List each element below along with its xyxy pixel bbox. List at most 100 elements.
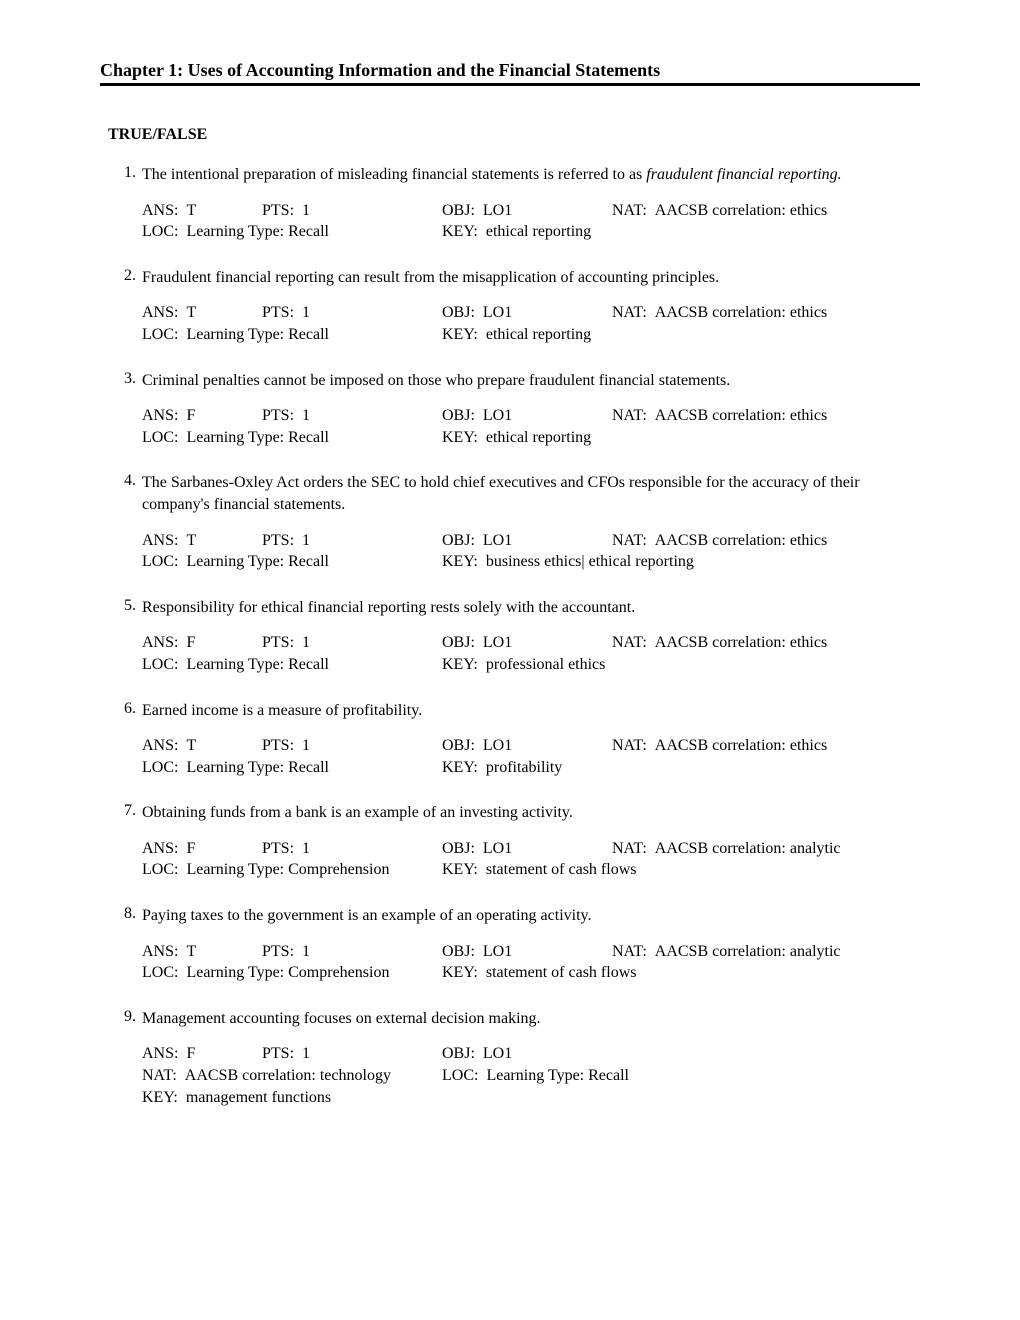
meta-label: ANS: — [142, 302, 186, 324]
question-meta: ANS: TPTS: 1OBJ: LO1NAT: AACSB correlati… — [142, 735, 920, 778]
meta-value: statement of cash flows — [486, 962, 637, 984]
question-row: 3.Criminal penalties cannot be imposed o… — [108, 370, 920, 392]
question-block: 6.Earned income is a measure of profitab… — [108, 700, 920, 779]
meta-value: Learning Type: Comprehension — [186, 859, 389, 881]
meta-row: LOC: Learning Type: RecallKEY: ethical r… — [142, 221, 920, 243]
meta-nat: NAT: AACSB correlation: ethics — [612, 632, 920, 654]
meta-value: 1 — [302, 735, 310, 757]
question-number: 2. — [108, 267, 142, 289]
meta-value: 1 — [302, 1043, 310, 1065]
meta-label: ANS: — [142, 200, 186, 222]
question-row: 5.Responsibility for ethical financial r… — [108, 597, 920, 619]
meta-nat: NAT: AACSB correlation: ethics — [612, 530, 920, 552]
meta-key: KEY: management functions — [142, 1087, 331, 1109]
meta-label: KEY: — [442, 221, 486, 243]
meta-value: LO1 — [483, 941, 512, 963]
meta-value: F — [186, 405, 195, 427]
question-number: 7. — [108, 802, 142, 824]
question-meta: ANS: TPTS: 1OBJ: LO1NAT: AACSB correlati… — [142, 200, 920, 243]
meta-value: LO1 — [483, 200, 512, 222]
meta-value: professional ethics — [486, 654, 606, 676]
question-number: 4. — [108, 472, 142, 515]
question-meta: ANS: TPTS: 1OBJ: LO1NAT: AACSB correlati… — [142, 302, 920, 345]
meta-obj: OBJ: LO1 — [442, 632, 612, 654]
meta-ans: ANS: F — [142, 405, 262, 427]
meta-value: F — [186, 1043, 195, 1065]
question-block: 4.The Sarbanes-Oxley Act orders the SEC … — [108, 472, 920, 572]
question-block: 9.Management accounting focuses on exter… — [108, 1008, 920, 1108]
meta-ans: ANS: T — [142, 735, 262, 757]
question-number: 3. — [108, 370, 142, 392]
meta-label: NAT: — [612, 405, 655, 427]
meta-value: LO1 — [483, 302, 512, 324]
meta-label: PTS: — [262, 530, 302, 552]
meta-label: LOC: — [142, 962, 186, 984]
question-block: 5.Responsibility for ethical financial r… — [108, 597, 920, 676]
meta-value: Learning Type: Recall — [186, 551, 329, 573]
meta-value: Learning Type: Recall — [186, 757, 329, 779]
meta-value: AACSB correlation: ethics — [655, 405, 827, 427]
meta-label: KEY: — [442, 427, 486, 449]
meta-row: LOC: Learning Type: RecallKEY: professio… — [142, 654, 920, 676]
meta-label: PTS: — [262, 200, 302, 222]
question-text-pre: Obtaining funds from a bank is an exampl… — [142, 804, 573, 821]
meta-label: NAT: — [612, 200, 655, 222]
meta-obj: OBJ: LO1 — [442, 735, 612, 757]
meta-value: T — [186, 941, 196, 963]
meta-value: Learning Type: Recall — [186, 427, 329, 449]
meta-value: profitability — [486, 757, 562, 779]
meta-label: KEY: — [442, 324, 486, 346]
meta-row: NAT: AACSB correlation: technologyLOC: L… — [142, 1065, 920, 1087]
meta-value: AACSB correlation: ethics — [655, 632, 827, 654]
meta-value: LO1 — [483, 838, 512, 860]
question-block: 1.The intentional preparation of mislead… — [108, 164, 920, 243]
meta-label: KEY: — [442, 654, 486, 676]
meta-loc: LOC: Learning Type: Recall — [442, 1065, 920, 1087]
meta-row: ANS: FPTS: 1OBJ: LO1NAT: AACSB correlati… — [142, 632, 920, 654]
question-number: 6. — [108, 700, 142, 722]
meta-loc: LOC: Learning Type: Comprehension — [142, 859, 442, 881]
question-text-pre: Management accounting focuses on externa… — [142, 1010, 541, 1027]
question-text-pre: Responsibility for ethical financial rep… — [142, 599, 635, 616]
meta-label: OBJ: — [442, 302, 483, 324]
question-number: 9. — [108, 1008, 142, 1030]
meta-value: T — [186, 735, 196, 757]
meta-value: AACSB correlation: technology — [185, 1065, 391, 1087]
question-meta: ANS: FPTS: 1OBJ: LO1NAT: AACSB correlati… — [142, 632, 920, 675]
meta-label: ANS: — [142, 632, 186, 654]
meta-ans: ANS: F — [142, 1043, 262, 1065]
question-text: Responsibility for ethical financial rep… — [142, 597, 920, 619]
meta-ans: ANS: T — [142, 302, 262, 324]
meta-label: PTS: — [262, 632, 302, 654]
meta-row: LOC: Learning Type: ComprehensionKEY: st… — [142, 962, 920, 984]
question-text: Paying taxes to the government is an exa… — [142, 905, 920, 927]
question-text-italic: fraudulent financial reporting. — [646, 166, 841, 183]
meta-value: Learning Type: Recall — [186, 654, 329, 676]
meta-label: LOC: — [142, 551, 186, 573]
question-number: 8. — [108, 905, 142, 927]
meta-label: PTS: — [262, 735, 302, 757]
meta-value: AACSB correlation: ethics — [655, 530, 827, 552]
meta-value: T — [186, 530, 196, 552]
meta-key: KEY: ethical reporting — [442, 427, 920, 449]
question-meta: ANS: FPTS: 1OBJ: LO1NAT: AACSB correlati… — [142, 1043, 920, 1108]
meta-loc: LOC: Learning Type: Recall — [142, 427, 442, 449]
meta-label: PTS: — [262, 405, 302, 427]
meta-label: ANS: — [142, 735, 186, 757]
meta-label: LOC: — [142, 859, 186, 881]
meta-value: AACSB correlation: analytic — [655, 941, 841, 963]
meta-value: AACSB correlation: ethics — [655, 735, 827, 757]
meta-row: LOC: Learning Type: RecallKEY: ethical r… — [142, 324, 920, 346]
question-block: 8.Paying taxes to the government is an e… — [108, 905, 920, 984]
question-number: 1. — [108, 164, 142, 186]
meta-value: T — [186, 302, 196, 324]
meta-row: LOC: Learning Type: RecallKEY: ethical r… — [142, 427, 920, 449]
question-row: 7.Obtaining funds from a bank is an exam… — [108, 802, 920, 824]
meta-value: ethical reporting — [486, 221, 591, 243]
meta-label: ANS: — [142, 405, 186, 427]
meta-value: management functions — [186, 1087, 331, 1109]
meta-ans: ANS: F — [142, 632, 262, 654]
meta-row: KEY: management functions — [142, 1087, 920, 1109]
meta-label: OBJ: — [442, 941, 483, 963]
meta-label: LOC: — [142, 324, 186, 346]
